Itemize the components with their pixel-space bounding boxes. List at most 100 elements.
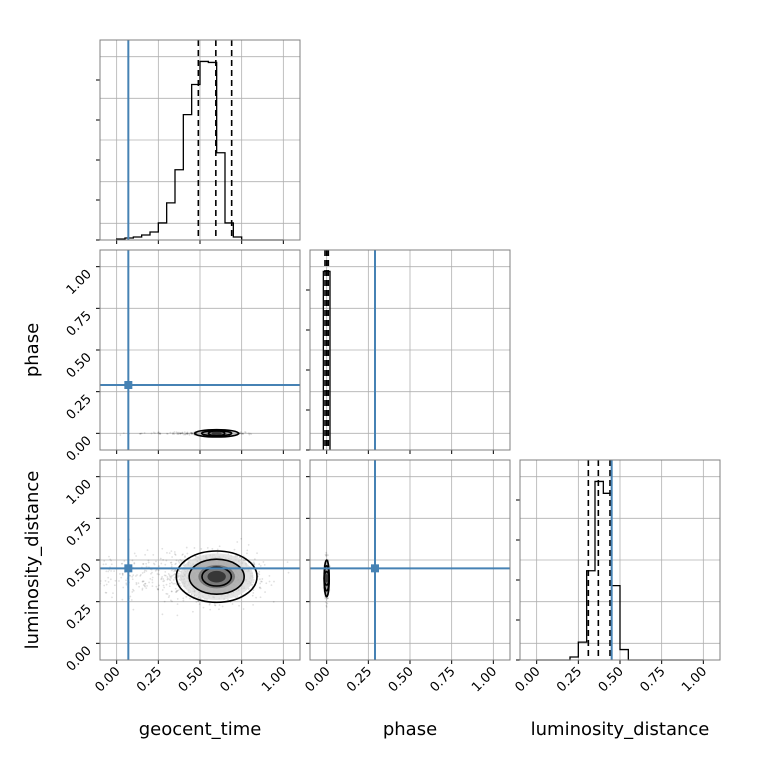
sample-point (95, 582, 97, 584)
sample-point (161, 589, 164, 591)
sample-point (157, 569, 160, 572)
sample-point (141, 580, 144, 583)
sample-point (188, 434, 191, 436)
sample-point (157, 431, 159, 434)
sample-point (168, 594, 171, 597)
sample-point (258, 578, 261, 581)
sample-point (132, 589, 135, 592)
sample-point (252, 604, 254, 606)
sample-point (122, 432, 125, 435)
sample-point (155, 560, 157, 563)
sample-point (172, 431, 175, 434)
sample-point (105, 583, 108, 586)
sample-point (121, 562, 124, 565)
sample-point (182, 597, 185, 600)
sample-point (265, 582, 268, 585)
sample-point (170, 565, 173, 568)
sample-point (85, 585, 87, 587)
sample-point (241, 432, 244, 435)
sample-point (96, 573, 98, 575)
sample-point (184, 433, 187, 436)
y-tick-label: 0.75 (64, 519, 95, 550)
sample-point (131, 578, 134, 581)
sample-point (241, 557, 243, 560)
sample-point (164, 563, 167, 566)
sample-point (105, 570, 108, 573)
sample-point (172, 579, 175, 581)
sample-point (114, 579, 117, 582)
sample-point (57, 572, 59, 574)
sample-point (53, 569, 55, 571)
sample-point (259, 596, 262, 599)
y-tick-label: 0.25 (64, 602, 95, 633)
sample-point (59, 575, 61, 577)
sample-point (170, 561, 173, 564)
sample-point (238, 604, 240, 607)
sample-point (107, 570, 110, 573)
sample-point (120, 562, 123, 565)
sample-point (139, 574, 142, 577)
sample-point (171, 574, 173, 577)
sample-point (259, 582, 262, 585)
x-tick-label: 0.00 (92, 664, 123, 695)
sample-point (169, 575, 171, 578)
sample-point (110, 563, 113, 566)
sample-point (325, 554, 328, 557)
sample-point (179, 558, 182, 561)
sample-point (241, 432, 243, 435)
sample-point (177, 433, 180, 436)
sample-point (145, 587, 148, 590)
x-tick-label: 0.00 (302, 664, 333, 695)
sample-point (88, 558, 90, 560)
sample-point (182, 599, 185, 602)
sample-point (273, 580, 275, 583)
x-axis-label: luminosity_distance (531, 719, 710, 740)
sample-point (195, 600, 198, 603)
sample-point (200, 548, 203, 550)
sample-point (122, 586, 125, 589)
sample-point (159, 432, 162, 435)
sample-point (110, 570, 113, 572)
sample-point (136, 574, 138, 576)
sample-point (190, 432, 193, 434)
sample-point (142, 584, 145, 586)
y-tick-label: 0.00 (64, 644, 95, 675)
sample-point (176, 598, 179, 600)
sample-point (198, 603, 201, 606)
sample-point (166, 593, 169, 595)
sample-point (61, 572, 63, 574)
sample-point (176, 614, 179, 617)
sample-point (170, 563, 173, 566)
histogram-step-line (116, 60, 284, 241)
x-tick-label: 1.00 (469, 664, 500, 695)
sample-point (236, 541, 239, 543)
sample-point (170, 577, 172, 579)
sample-point (184, 556, 186, 559)
sample-point (174, 553, 176, 555)
sample-point (242, 559, 245, 562)
sample-point (158, 573, 161, 576)
sample-point (153, 563, 156, 566)
sample-point (148, 581, 150, 584)
sample-point (139, 573, 142, 576)
sample-point (179, 432, 182, 435)
sample-point (186, 433, 189, 436)
sample-point (131, 591, 134, 593)
sample-point (162, 580, 165, 583)
sample-point (250, 433, 253, 435)
sample-point (168, 578, 171, 581)
sample-point (158, 565, 160, 568)
sample-point (258, 563, 261, 566)
sample-point (256, 552, 258, 555)
sample-point (140, 432, 142, 435)
y-tick-label: 0.75 (64, 309, 95, 340)
sample-point (327, 554, 329, 557)
sample-point (261, 578, 264, 580)
sample-point (91, 583, 93, 585)
sample-point (186, 432, 189, 435)
sample-point (233, 548, 236, 551)
sample-point (162, 578, 165, 580)
sample-point (170, 599, 172, 602)
sample-point (325, 551, 328, 554)
sample-point (142, 563, 144, 565)
